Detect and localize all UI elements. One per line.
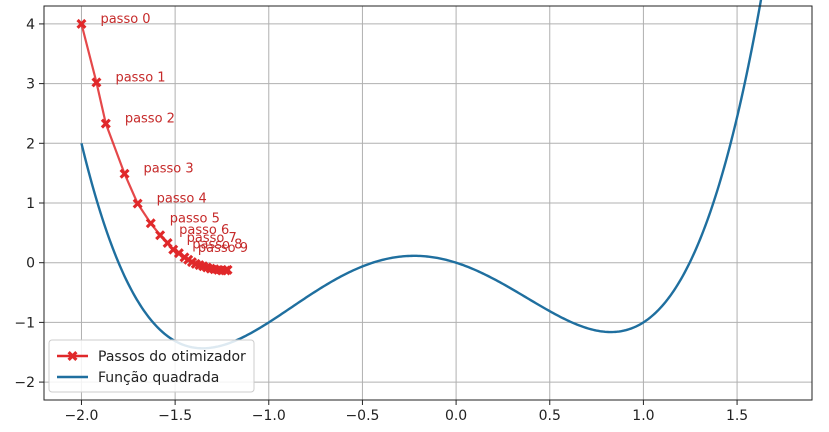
step-label-7: passo 7 [187, 231, 237, 246]
x-tick-label: −0.5 [345, 408, 379, 424]
x-tick-label: 0.0 [445, 408, 467, 424]
step-label-9: passo 9 [198, 241, 248, 256]
legend-label-function: Função quadrada [98, 370, 219, 386]
step-label-2: passo 2 [125, 112, 175, 127]
legend-optimizer-marker [67, 351, 78, 361]
plot-series [76, 0, 763, 350]
x-tick-label: −1.0 [252, 408, 286, 424]
step-label-6: passo 6 [179, 223, 229, 238]
step-label-8: passo 8 [192, 238, 242, 253]
optimizer-point [119, 168, 130, 179]
y-tick-label: 0 [26, 256, 35, 272]
step-label-4: passo 4 [157, 192, 207, 207]
x-tick-label: 0.5 [539, 408, 561, 424]
legend-box [48, 339, 255, 393]
y-tick-label: 2 [26, 136, 35, 152]
optimizer-point [91, 77, 102, 88]
step-labels: passo 0 passo 1 passo 2 passo 3 passo 4 passo… [100, 12, 248, 256]
optimizer-point [100, 118, 111, 129]
optimizer-point [76, 18, 87, 29]
legend: Passos do otimizador Função quadrada [48, 339, 255, 393]
x-tick-label: 1.0 [632, 408, 654, 424]
y-tick-label: −1 [14, 315, 35, 331]
step-label-5: passo 5 [170, 211, 220, 226]
x-tick-label: −1.5 [158, 408, 192, 424]
x-tick-label: −2.0 [64, 408, 98, 424]
legend-label-optimizer: Passos do otimizador [98, 349, 246, 365]
y-tick-label: 4 [26, 17, 35, 33]
step-label-0: passo 0 [100, 12, 150, 27]
grid [44, 6, 812, 400]
optimizer-point [132, 198, 143, 209]
step-label-3: passo 3 [144, 162, 194, 177]
step-label-1: passo 1 [115, 70, 165, 85]
y-tick-label: 3 [26, 77, 35, 93]
optimizer-point [222, 264, 233, 275]
x-tick-label: 1.5 [726, 408, 748, 424]
optimizer-point [155, 230, 166, 241]
y-tick-label: 1 [26, 196, 35, 212]
y-tick-label: −2 [14, 375, 35, 391]
optimizer-point [145, 218, 156, 229]
axes: −2.0 −1.5 −1.0 −0.5 0.0 0.5 1.0 1.5 4 3 2 1 0 −1 −2 [14, 5, 813, 424]
